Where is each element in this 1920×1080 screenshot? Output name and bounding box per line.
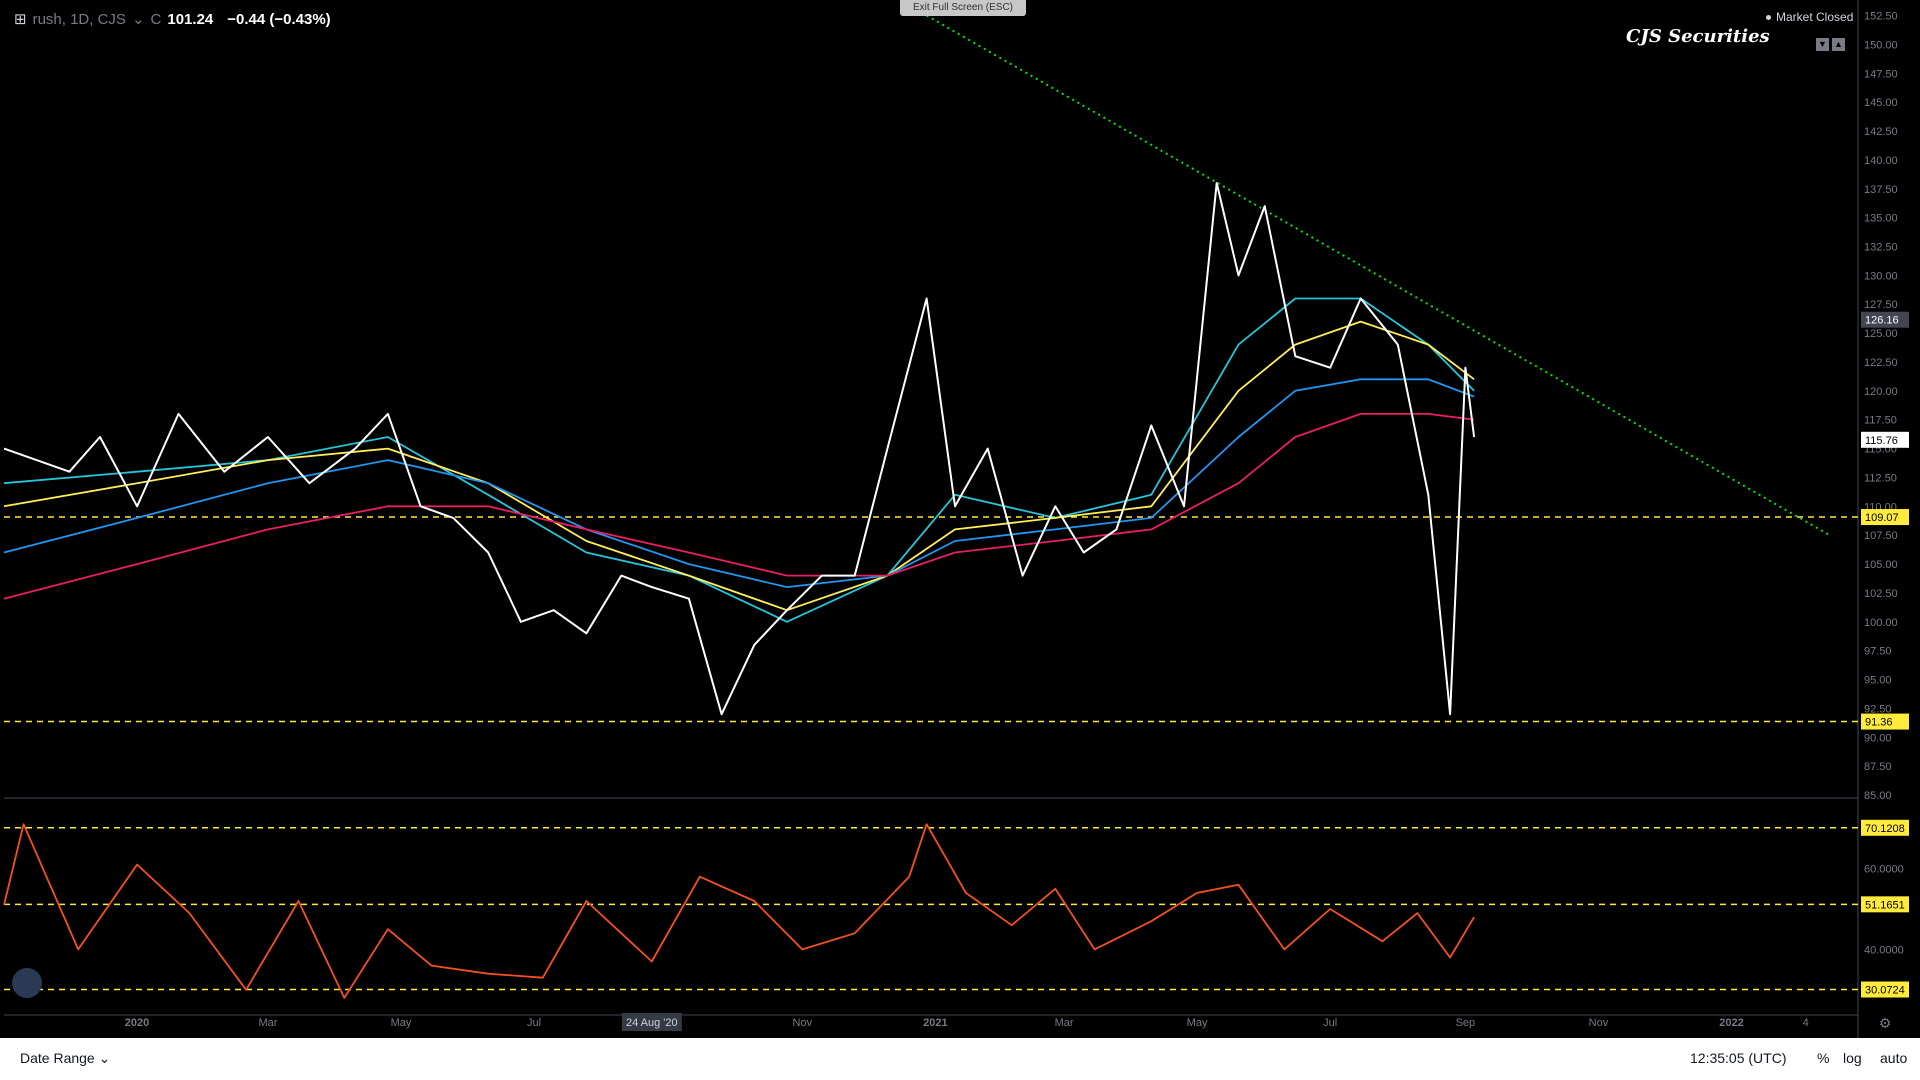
time-tick-label: Nov [1589, 1017, 1609, 1029]
price-tick-label: 145.00 [1864, 97, 1898, 109]
ma-cyan-line [3, 297, 1475, 623]
time-tick-label: 2021 [923, 1017, 947, 1029]
time-tick-label: Jul [527, 1017, 541, 1029]
market-status-label: Market Closed [1776, 10, 1854, 24]
price-tick-label: 107.50 [1864, 530, 1898, 542]
time-highlight-label: 24 Aug '20 [626, 1017, 678, 1029]
last-price-label: 115.76 [1865, 435, 1898, 447]
last-price: 101.24 [167, 10, 214, 28]
price-tick-label: 150.00 [1864, 39, 1898, 51]
osc-tick-label: 40.0000 [1864, 944, 1904, 956]
osc-middle-label-bg [1861, 896, 1909, 913]
lower-hline-label: 91.36 [1865, 717, 1893, 729]
osc-middle-label: 51.1651 [1865, 899, 1905, 911]
ma-blue-line [3, 378, 1475, 588]
status-dot-icon [1766, 15, 1771, 21]
maximize-pane-icon[interactable]: ▲ [1832, 38, 1845, 51]
chevron-down-icon[interactable]: ⌄ [131, 11, 145, 28]
price-tick-label: 112.50 [1864, 472, 1897, 484]
symbol-search-icon[interactable]: ⊞ [14, 11, 27, 28]
oscillator-line [3, 823, 1475, 999]
lower-hline-label-bg [1861, 713, 1909, 730]
price-tick-label: 85.00 [1864, 790, 1892, 802]
clock[interactable]: 12:35:05 (UTC) [1690, 1050, 1787, 1066]
price-tick-label: 152.50 [1864, 11, 1898, 23]
time-tick-label: 4 [1803, 1017, 1809, 1029]
price-tick-label: 130.00 [1864, 270, 1898, 282]
price-tick-label: 120.00 [1864, 386, 1898, 398]
ma-price-label: 126.16 [1865, 315, 1899, 327]
price-tick-label: 137.50 [1864, 184, 1898, 196]
price-tick-label: 92.50 [1864, 703, 1892, 715]
last-price-label-bg [1861, 431, 1909, 448]
upper-hline-label: 109.07 [1865, 512, 1899, 524]
osc-lower-label-bg [1861, 981, 1909, 998]
price-tick-label: 110.00 [1864, 501, 1897, 513]
price-tick-label: 95.00 [1864, 675, 1892, 687]
time-tick-label: 2020 [125, 1017, 149, 1029]
exit-fullscreen-button[interactable]: Exit Full Screen (ESC) [900, 0, 1026, 16]
price-tick-label: 100.00 [1864, 617, 1898, 629]
price-tick-label: 142.50 [1864, 126, 1898, 138]
auto-toggle[interactable]: auto [1880, 1050, 1908, 1066]
chart-legend: ⊞ rush, 1D, CJS ⌄ C 101.24 −0.44 (−0.43%… [14, 10, 331, 29]
osc-upper-label-bg [1861, 819, 1909, 836]
price-tick-label: 125.00 [1864, 328, 1898, 340]
trend-line [926, 14, 1831, 537]
osc-tick-label: 60.0000 [1864, 864, 1904, 876]
price-tick-label: 135.00 [1864, 213, 1898, 225]
osc-lower-label: 30.0724 [1865, 985, 1905, 997]
osc-upper-label: 70.1208 [1865, 823, 1905, 835]
time-highlight-bg [621, 1013, 682, 1031]
time-tick-label: May [1187, 1017, 1208, 1029]
price-tick-label: 147.50 [1864, 68, 1898, 80]
price-tick-label: 97.50 [1864, 646, 1892, 658]
watermark-text: CJS Securities [1626, 26, 1770, 47]
price-tick-label: 90.00 [1864, 732, 1892, 744]
time-tick-label: Jul [1323, 1017, 1337, 1029]
ma-price-label-bg [1861, 311, 1909, 328]
bottom-toolbar: Date Range ⌄ 12:35:05 (UTC) % log auto [0, 1038, 1920, 1080]
app-logo-icon[interactable] [12, 968, 42, 998]
price-tick-label: 132.50 [1864, 241, 1898, 253]
price-tick-label: 102.50 [1864, 588, 1898, 600]
time-tick-label: Sep [1456, 1017, 1476, 1029]
price-change: −0.44 (−0.43%) [227, 10, 331, 28]
date-range-button[interactable]: Date Range ⌄ [20, 1050, 111, 1066]
price-tick-label: 127.50 [1864, 299, 1898, 311]
percent-toggle[interactable]: % [1817, 1050, 1830, 1066]
log-toggle[interactable]: log [1843, 1050, 1862, 1066]
time-tick-label: Nov [793, 1017, 813, 1029]
price-tick-label: 117.50 [1864, 415, 1897, 427]
time-tick-label: Mar [1055, 1017, 1074, 1029]
collapse-pane-icon[interactable]: ▼ [1816, 38, 1829, 51]
price-line [3, 182, 1476, 716]
price-tick-label: 87.50 [1864, 761, 1892, 773]
ma-yellow-line [3, 320, 1475, 612]
symbol-label[interactable]: rush, 1D, CJS [32, 10, 126, 28]
time-tick-label: 2022 [1719, 1017, 1743, 1029]
price-tick-label: 122.50 [1864, 357, 1898, 369]
market-status: Market Closed [1766, 10, 1853, 24]
upper-hline-label-bg [1861, 509, 1909, 526]
ma-red-line [3, 412, 1475, 600]
time-tick-label: Mar [258, 1017, 277, 1029]
close-prefix: C [150, 10, 162, 28]
pane-buttons: ▼ ▲ [1816, 38, 1845, 51]
time-tick-label: May [391, 1017, 412, 1029]
settings-gear-icon: ⚙ [1879, 1016, 1892, 1032]
price-tick-label: 105.00 [1864, 559, 1898, 571]
price-tick-label: 140.00 [1864, 155, 1898, 167]
